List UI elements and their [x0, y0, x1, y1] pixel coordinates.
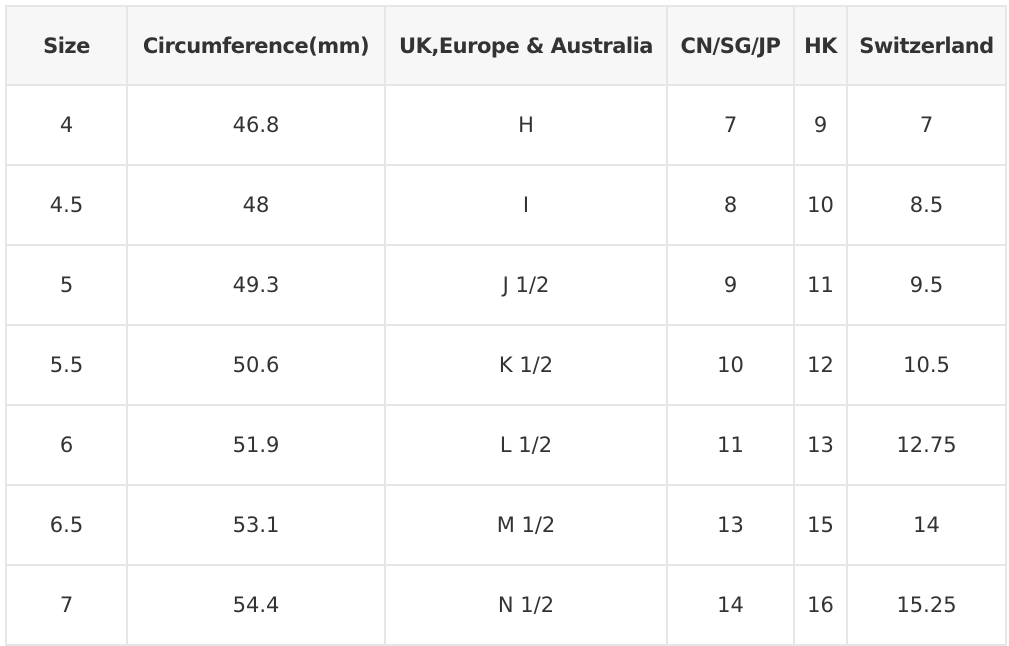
table-cell: K 1/2: [384, 324, 668, 406]
header-row: Size Circumference(mm) UK,Europe & Austral…: [5, 5, 1007, 86]
table-cell: 11: [793, 244, 848, 326]
table-cell: 8.5: [846, 164, 1007, 246]
table-cell: 9: [666, 244, 795, 326]
table-cell: M 1/2: [384, 484, 668, 566]
table-cell: 51.9: [126, 404, 386, 486]
table-row: 6.5 53.1 M 1/2 13 15 14: [5, 484, 1007, 566]
table-row: 4.5 48 I 8 10 8.5: [5, 164, 1007, 246]
table-row: 5.5 50.6 K 1/2 10 12 10.5: [5, 324, 1007, 406]
table-cell: 9: [793, 84, 848, 166]
header-cell: Size: [5, 5, 128, 86]
table-cell: 49.3: [126, 244, 386, 326]
table-cell: 5: [5, 244, 128, 326]
table-cell: J 1/2: [384, 244, 668, 326]
table-cell: 14: [666, 564, 795, 646]
table-cell: 15.25: [846, 564, 1007, 646]
table-cell: 13: [666, 484, 795, 566]
table-cell: 7: [846, 84, 1007, 166]
table-cell: 50.6: [126, 324, 386, 406]
table-cell: 4.5: [5, 164, 128, 246]
table-cell: 53.1: [126, 484, 386, 566]
header-cell: CN/SG/JP: [666, 5, 795, 86]
table-cell: 54.4: [126, 564, 386, 646]
table-cell: L 1/2: [384, 404, 668, 486]
table-body: 4 46.8 H 7 9 7 4.5 48 I 8 10 8.5 5 49.3 J 1/2 9 11 9.5 5.5…: [5, 84, 1007, 646]
table-cell: 6: [5, 404, 128, 486]
header-cell: Switzerland: [846, 5, 1007, 86]
table-cell: I: [384, 164, 668, 246]
table-cell: 16: [793, 564, 848, 646]
table-cell: 48: [126, 164, 386, 246]
table-cell: 12.75: [846, 404, 1007, 486]
header-cell: HK: [793, 5, 848, 86]
size-chart: Size Circumference(mm) UK,Europe & Austral…: [5, 5, 1007, 646]
table-cell: 6.5: [5, 484, 128, 566]
header-cell: Circumference(mm): [126, 5, 386, 86]
table-cell: 9.5: [846, 244, 1007, 326]
table-cell: 12: [793, 324, 848, 406]
table-cell: H: [384, 84, 668, 166]
table-cell: 7: [666, 84, 795, 166]
table-cell: 11: [666, 404, 795, 486]
table-cell: 7: [5, 564, 128, 646]
header-cell: UK,Europe & Australia: [384, 5, 668, 86]
table-row: 5 49.3 J 1/2 9 11 9.5: [5, 244, 1007, 326]
table-cell: 10: [793, 164, 848, 246]
table-cell: 8: [666, 164, 795, 246]
table-row: 7 54.4 N 1/2 14 16 15.25: [5, 564, 1007, 646]
table-cell: 4: [5, 84, 128, 166]
table-cell: 15: [793, 484, 848, 566]
size-table: Size Circumference(mm) UK,Europe & Austral…: [5, 5, 1007, 646]
table-cell: N 1/2: [384, 564, 668, 646]
table-row: 6 51.9 L 1/2 11 13 12.75: [5, 404, 1007, 486]
table-cell: 5.5: [5, 324, 128, 406]
table-cell: 13: [793, 404, 848, 486]
table-cell: 14: [846, 484, 1007, 566]
table-row: 4 46.8 H 7 9 7: [5, 84, 1007, 166]
table-cell: 10.5: [846, 324, 1007, 406]
table-cell: 10: [666, 324, 795, 406]
table-cell: 46.8: [126, 84, 386, 166]
